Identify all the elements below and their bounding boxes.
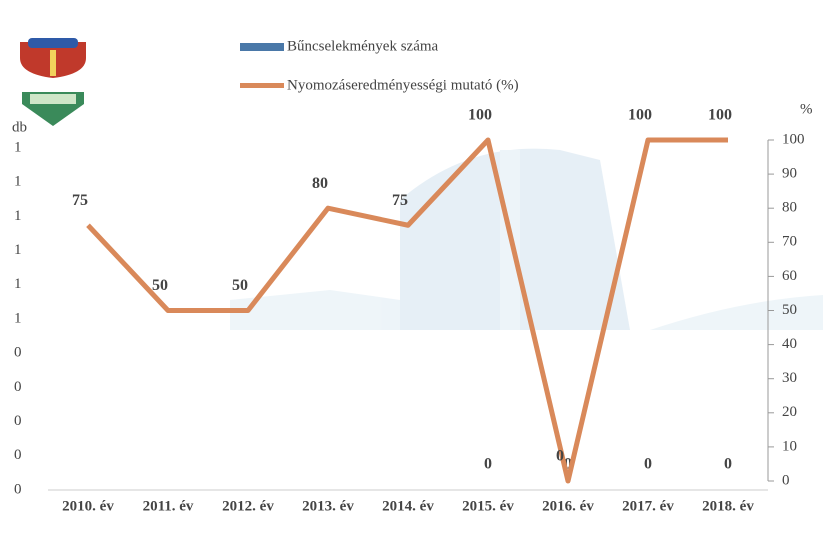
line-value-label: 50 <box>152 277 168 294</box>
y2-tick-label: 60 <box>782 268 797 284</box>
y-tick-label: 0 <box>14 345 22 361</box>
x-tick-label: 2015. év <box>462 498 514 514</box>
x-tick-label: 2017. év <box>622 498 674 514</box>
y-tick-label: 0 <box>14 481 22 497</box>
y2-tick-label: 40 <box>782 336 797 352</box>
y-tick-label: 1 <box>14 174 22 190</box>
y2-tick-label: 100 <box>782 131 805 147</box>
logo <box>20 38 86 126</box>
line-value-label: 50 <box>232 277 248 294</box>
x-tick-label: 2012. év <box>222 498 274 514</box>
y2-tick-label: 50 <box>782 302 797 318</box>
y-tick-label: 0 <box>14 413 22 429</box>
x-tick-label: 2011. év <box>143 498 194 514</box>
y-tick-label: 1 <box>14 208 22 224</box>
y2-tick-label: 10 <box>782 438 797 454</box>
y-tick-label: 1 <box>14 276 22 292</box>
x-tick-label: 2013. év <box>302 498 354 514</box>
line-value-label: 0 <box>556 448 564 465</box>
y-tick-label: 1 <box>14 139 22 155</box>
y2-tick-label: 80 <box>782 200 797 216</box>
y-tick-label: 0 <box>14 379 22 395</box>
legend-swatch-bar <box>240 43 284 51</box>
background-building <box>230 148 823 330</box>
x-tick-label: 2018. év <box>702 498 754 514</box>
y2-tick-label: 70 <box>782 234 797 250</box>
bar-value-label: 0 <box>644 456 652 473</box>
y-tick-label: 0 <box>14 447 22 463</box>
x-tick-label: 2010. év <box>62 498 114 514</box>
line-value-label: 75 <box>72 192 88 209</box>
y-tick-label: 1 <box>14 310 22 326</box>
legend-label: Nyomozáseredményességi mutató (%) <box>287 77 519 93</box>
bar-value-label: 0 <box>564 456 572 473</box>
y2-axis-label: % <box>800 101 813 117</box>
bar-value-label: 0 <box>724 456 732 473</box>
y-axis-label: db <box>12 119 27 135</box>
x-tick-label: 2016. év <box>542 498 594 514</box>
x-tick-label: 2014. év <box>382 498 434 514</box>
line-value-label: 100 <box>708 107 732 124</box>
line <box>86 137 728 484</box>
y2-tick-label: 20 <box>782 404 797 420</box>
line-value-label: 75 <box>392 192 408 209</box>
line-value-label: 100 <box>468 107 492 124</box>
y2-tick-label: 0 <box>782 472 790 488</box>
line-value-label: 100 <box>628 107 652 124</box>
line-value-label: 80 <box>312 175 328 192</box>
y2-tick-label: 30 <box>782 370 797 386</box>
legend-label: Bűncselekmények száma <box>287 38 439 54</box>
y-tick-label: 1 <box>14 242 22 258</box>
bar-value-label: 0 <box>484 456 492 473</box>
legend-swatch-line <box>240 83 284 88</box>
y2-tick-label: 90 <box>782 166 797 182</box>
